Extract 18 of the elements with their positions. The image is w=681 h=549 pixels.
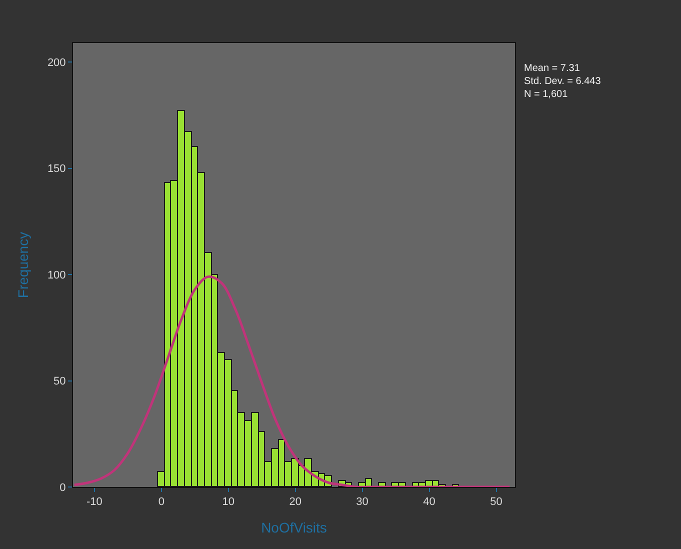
y-tick-label: 0 [60,482,66,494]
x-tick-label: 20 [289,496,302,508]
line-series [73,275,511,487]
x-tick-label: 40 [423,496,436,508]
x-tick-label: 30 [356,496,368,508]
y-tick-label: 150 [47,163,66,176]
y-tick-label: 50 [54,376,66,388]
text: Std. Dev. = 6.443 [524,76,602,87]
x-tick-label: 10 [222,496,234,508]
x-tick-label: 0 [158,496,164,508]
y-tick-label: 200 [47,56,66,69]
text: Mean = 7.31 [524,63,580,74]
y-tick-label: 100 [47,269,66,282]
x-tick-label: -10 [86,496,102,508]
x-axis-title: NoOfVisits [261,520,327,536]
y-axis-title: Frequency [15,232,32,298]
text: N = 1,601 [524,89,568,100]
x-tick-label: 50 [490,496,502,508]
